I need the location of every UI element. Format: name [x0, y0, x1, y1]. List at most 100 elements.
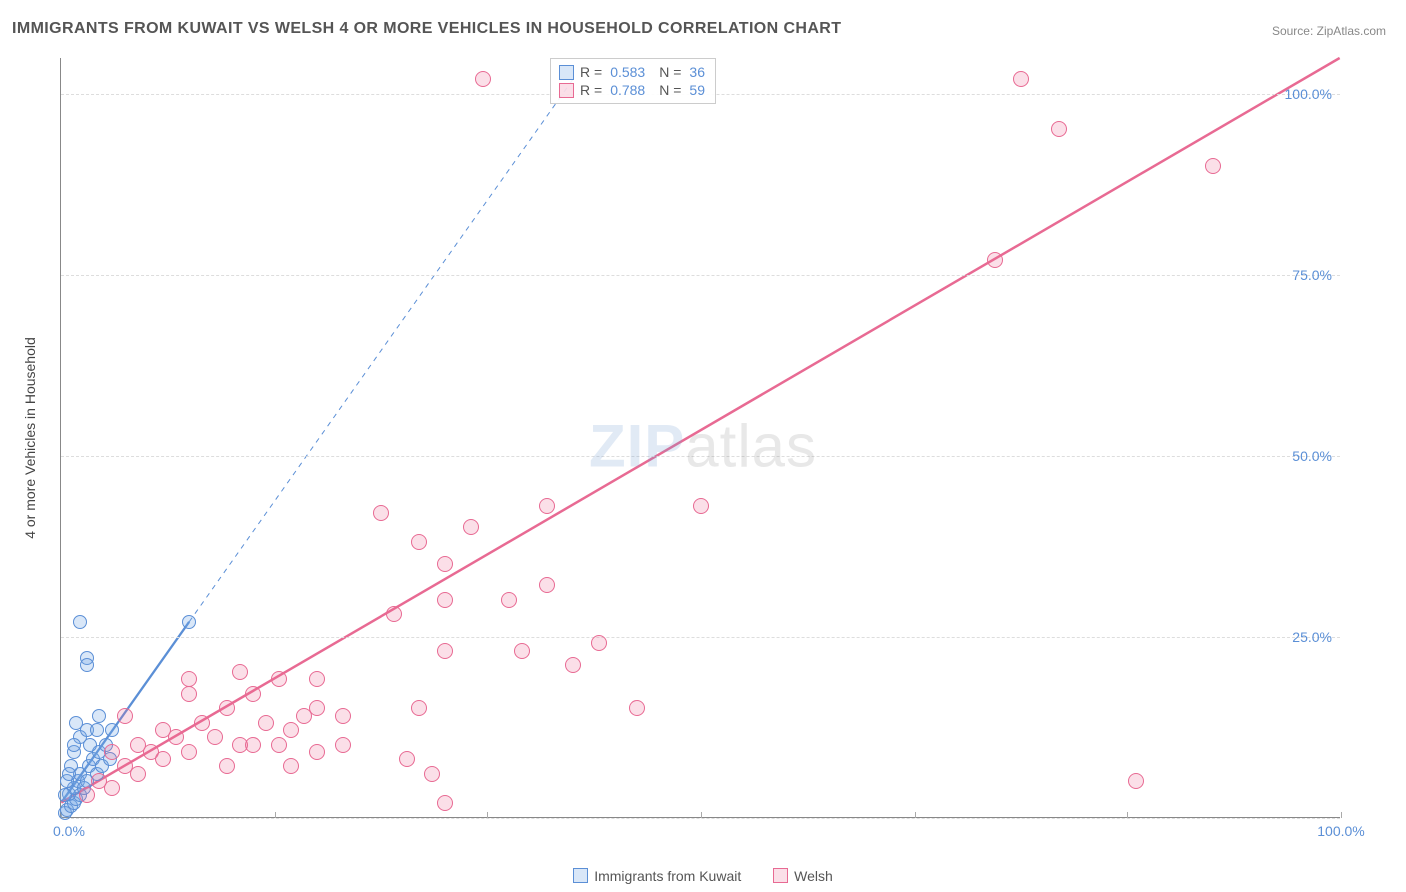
n-label: N =	[659, 64, 681, 80]
scatter-point	[271, 671, 287, 687]
scatter-point	[437, 592, 453, 608]
scatter-point	[283, 758, 299, 774]
scatter-point	[411, 534, 427, 550]
scatter-point	[181, 671, 197, 687]
scatter-point	[475, 71, 491, 87]
scatter-point	[232, 664, 248, 680]
r-value-welsh: 0.788	[610, 82, 645, 98]
r-value-kuwait: 0.583	[610, 64, 645, 80]
scatter-point	[1205, 158, 1221, 174]
scatter-point	[501, 592, 517, 608]
scatter-point	[1051, 121, 1067, 137]
scatter-point	[309, 700, 325, 716]
scatter-point	[373, 505, 389, 521]
scatter-point	[92, 709, 106, 723]
scatter-point	[130, 737, 146, 753]
source-name[interactable]: ZipAtlas.com	[1317, 24, 1386, 38]
correlation-legend: R = 0.583 N = 36 R = 0.788 N = 59	[550, 58, 716, 104]
scatter-point	[117, 708, 133, 724]
gridline	[61, 637, 1340, 638]
gridline	[61, 275, 1340, 276]
scatter-point	[386, 606, 402, 622]
scatter-point	[245, 737, 261, 753]
legend-swatch-welsh	[773, 868, 788, 883]
scatter-point	[104, 744, 120, 760]
scatter-point	[309, 744, 325, 760]
chart-container: IMMIGRANTS FROM KUWAIT VS WELSH 4 OR MOR…	[0, 0, 1406, 892]
scatter-point	[219, 758, 235, 774]
scatter-point	[104, 780, 120, 796]
scatter-point	[271, 737, 287, 753]
y-tick-label: 100.0%	[1285, 86, 1332, 102]
gridline	[61, 456, 1340, 457]
x-tick-mark	[1341, 812, 1342, 818]
scatter-point	[90, 723, 104, 737]
scatter-point	[335, 737, 351, 753]
legend-item-kuwait: Immigrants from Kuwait	[573, 868, 741, 884]
n-value-welsh: 59	[689, 82, 705, 98]
scatter-point	[1013, 71, 1029, 87]
x-tick-mark	[915, 812, 916, 818]
scatter-point	[539, 577, 555, 593]
source-label: Source:	[1272, 24, 1313, 38]
scatter-point	[182, 615, 196, 629]
scatter-point	[155, 722, 171, 738]
scatter-point	[539, 498, 555, 514]
legend-swatch-kuwait	[573, 868, 588, 883]
legend-row-kuwait: R = 0.583 N = 36	[559, 63, 705, 81]
scatter-point	[283, 722, 299, 738]
scatter-point	[514, 643, 530, 659]
scatter-point	[79, 787, 95, 803]
series-legend: Immigrants from Kuwait Welsh	[0, 868, 1406, 887]
scatter-point	[194, 715, 210, 731]
x-tick-label: 100.0%	[1317, 823, 1364, 839]
scatter-point	[335, 708, 351, 724]
scatter-point	[591, 635, 607, 651]
regression-lines-layer	[61, 58, 1340, 817]
scatter-point	[437, 795, 453, 811]
chart-title: IMMIGRANTS FROM KUWAIT VS WELSH 4 OR MOR…	[12, 20, 841, 38]
scatter-point	[80, 658, 94, 672]
scatter-point	[399, 751, 415, 767]
scatter-point	[73, 615, 87, 629]
scatter-point	[411, 700, 427, 716]
scatter-point	[245, 686, 261, 702]
x-tick-mark	[1127, 812, 1128, 818]
x-tick-mark	[487, 812, 488, 818]
scatter-point	[987, 252, 1003, 268]
legend-item-welsh: Welsh	[773, 868, 833, 884]
r-label: R =	[580, 82, 602, 98]
scatter-point	[258, 715, 274, 731]
scatter-point	[62, 767, 76, 781]
n-value-kuwait: 36	[689, 64, 705, 80]
scatter-point	[309, 671, 325, 687]
legend-label-welsh: Welsh	[794, 868, 833, 884]
gridline	[61, 818, 1340, 819]
scatter-point	[130, 766, 146, 782]
scatter-point	[437, 643, 453, 659]
r-label: R =	[580, 64, 602, 80]
x-tick-mark	[275, 812, 276, 818]
y-tick-label: 75.0%	[1292, 267, 1332, 283]
y-tick-label: 0.0%	[53, 823, 1332, 839]
legend-swatch-welsh	[559, 83, 574, 98]
n-label: N =	[659, 82, 681, 98]
source-attribution: Source: ZipAtlas.com	[1272, 24, 1386, 38]
legend-row-welsh: R = 0.788 N = 59	[559, 81, 705, 99]
scatter-point	[69, 716, 83, 730]
scatter-point	[83, 738, 97, 752]
scatter-point	[437, 556, 453, 572]
scatter-point	[693, 498, 709, 514]
scatter-point	[105, 723, 119, 737]
regression-line	[189, 80, 572, 622]
scatter-point	[67, 738, 81, 752]
plot-area: 0.0%25.0%50.0%75.0%100.0%100.0%	[60, 58, 1340, 818]
scatter-point	[463, 519, 479, 535]
scatter-point	[207, 729, 223, 745]
scatter-point	[181, 686, 197, 702]
y-tick-label: 50.0%	[1292, 448, 1332, 464]
scatter-point	[424, 766, 440, 782]
y-axis-label: 4 or more Vehicles in Household	[22, 308, 38, 568]
scatter-point	[1128, 773, 1144, 789]
legend-label-kuwait: Immigrants from Kuwait	[594, 868, 741, 884]
